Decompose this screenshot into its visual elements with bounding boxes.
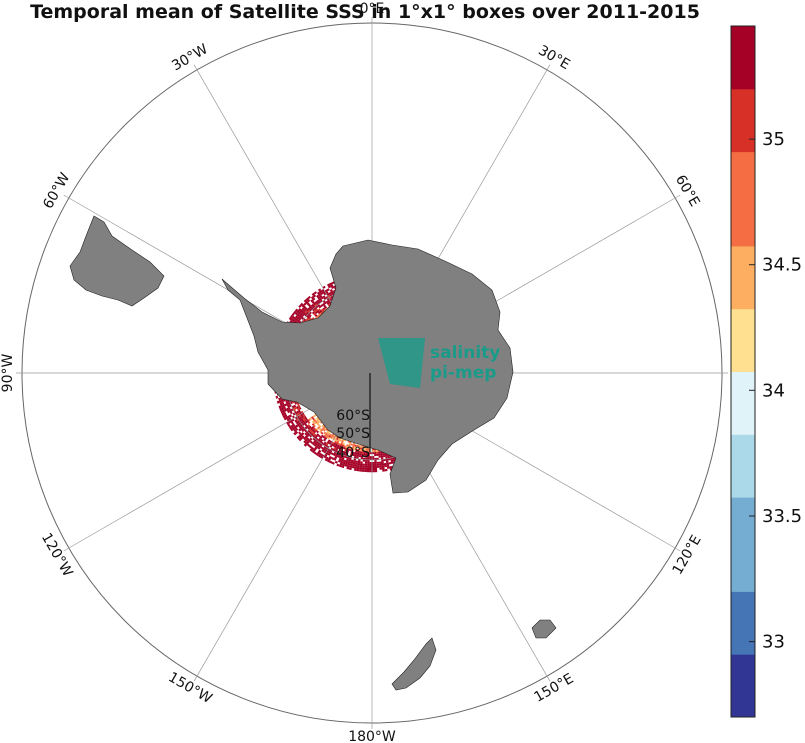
sss-cell [354,466,358,469]
sss-cell [361,467,365,470]
sss-cell [374,450,377,453]
sss-cell [362,463,365,466]
sss-cell [360,461,363,464]
sss-cell [385,454,388,457]
sss-cell [378,455,381,458]
sss-cell [382,455,386,458]
sss-cell [367,465,370,468]
sss-cell [383,462,387,466]
sss-cell [386,462,389,465]
sss-cell [364,461,368,464]
sss-cell [374,463,377,466]
sss-cell [384,464,387,468]
sss-cell [374,454,377,457]
sss-cell [376,452,379,454]
sss-cell [355,462,358,465]
sss-cell [381,463,385,466]
sss-cell [385,460,389,463]
sss-cell [381,467,385,470]
sss-cell [354,464,358,467]
sss-cell [374,467,378,471]
sss-cell [357,464,360,468]
chart-title: Temporal mean of Satellite SSS in 1°x1° … [30,1,700,23]
sss-cell [357,460,361,464]
sss-cell [369,464,372,466]
polar-map: salinity pi-mep 0°E30°E60°E90°E120°E150°… [0,1,730,743]
sss-cell [369,468,372,471]
sss-cell [380,453,383,456]
sss-cell [378,453,381,456]
sss-cell [359,467,363,470]
sss-cell [374,461,377,464]
sss-cell [374,452,377,455]
sss-cell [357,462,361,466]
sss-cell [386,464,390,467]
sss-cell [364,465,368,468]
sss-cell [366,467,370,471]
sss-cell [379,461,382,464]
sss-cell [372,466,375,469]
sss-cell [376,461,380,464]
sss-cell [367,461,370,464]
sss-cell [379,463,382,466]
sss-cell [382,453,385,456]
sss-cell [369,462,372,464]
sss-cell [376,465,380,468]
sss-cell [364,463,368,466]
sss-cell [359,463,363,466]
sss-cell [367,463,370,466]
sss-cell [334,460,338,464]
sss-cell [372,462,375,464]
sss-cell [381,465,385,468]
sss-cell [376,463,380,466]
sss-cell [356,466,360,470]
sss-cell [376,453,379,456]
sss-cell [374,465,377,468]
sss-cell [372,468,375,471]
sss-cell [362,465,365,468]
sss-cell [364,467,367,470]
sss-cell [369,466,372,469]
sss-cell [388,462,392,465]
sss-cell [380,455,384,458]
sss-cell [372,464,375,466]
sss-cell [381,461,384,464]
sss-cell [378,451,381,454]
sss-cell [379,467,383,470]
sss-cell [376,450,379,453]
sss-cell [386,466,390,469]
sss-cell [359,465,363,468]
sss-cell [379,465,382,468]
